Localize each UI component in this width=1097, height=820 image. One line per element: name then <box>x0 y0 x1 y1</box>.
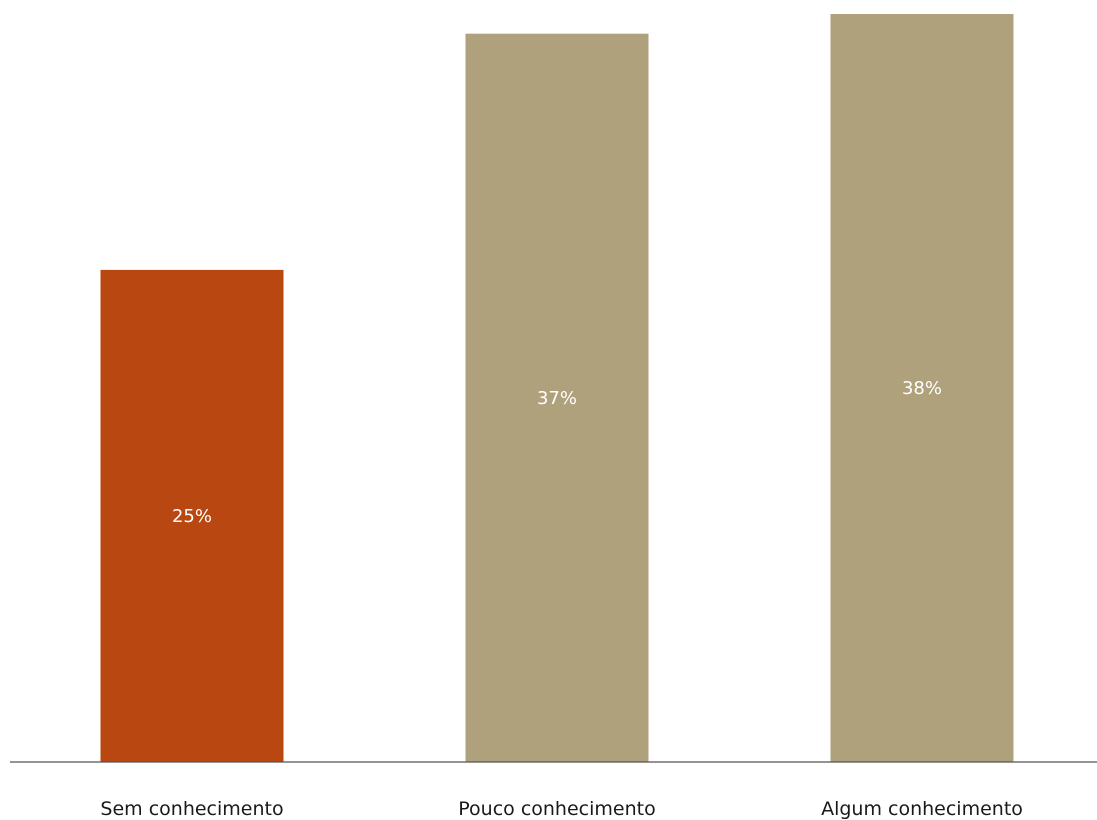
x-tick-labels-group: Sem conhecimento Pouco conhecimento Algum … <box>100 798 1023 820</box>
bar-1 <box>465 33 649 763</box>
bar-value-label-2: 38% <box>902 378 942 399</box>
x-tick-label-1: Pouco conhecimento <box>458 798 655 820</box>
value-labels-group: 25% 37% 38% <box>172 378 942 527</box>
bar-value-label-1: 37% <box>537 388 577 409</box>
bars-group <box>100 14 1014 763</box>
x-tick-label-0: Sem conhecimento <box>100 798 283 820</box>
bar-value-label-0: 25% <box>172 506 212 527</box>
x-tick-label-2: Algum conhecimento <box>821 798 1023 820</box>
bar-0 <box>100 269 284 762</box>
bar-2 <box>830 14 1014 762</box>
